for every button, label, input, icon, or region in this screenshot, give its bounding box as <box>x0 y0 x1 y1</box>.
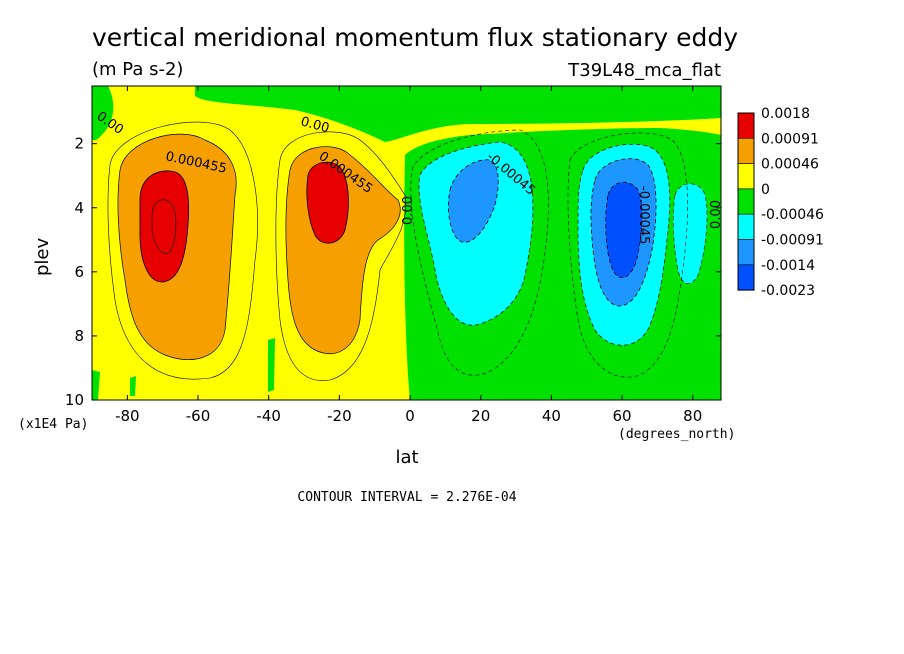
cyan-cell-3 <box>672 183 708 284</box>
legend-swatch <box>737 163 755 190</box>
legend-label: -0.00046 <box>761 207 824 223</box>
y-tick-label: 10 <box>65 391 84 409</box>
y-tick-label: 8 <box>74 327 84 345</box>
green-top-strip <box>195 86 721 142</box>
x-tick-label: 20 <box>471 407 490 425</box>
red-cell-1-inner <box>151 199 177 254</box>
legend-swatch <box>737 213 755 240</box>
contour-line-a <box>107 121 258 380</box>
x-tick-label: 80 <box>683 407 702 425</box>
x-axis-units: (degrees_north) <box>618 427 735 442</box>
contour-interval-note: CONTOUR INTERVAL = 2.276E-04 <box>297 490 516 505</box>
run-label: T39L48_mca_flat <box>567 60 721 81</box>
legend-label: 0.00046 <box>761 157 819 173</box>
contour-line-b <box>275 131 407 381</box>
y-tick-label: 6 <box>74 263 84 281</box>
green-left-bottom <box>92 370 100 400</box>
plot-area <box>92 86 721 400</box>
legend-label: -0.0014 <box>761 258 815 274</box>
contour-label: 0.00 <box>299 114 331 136</box>
x-tick-label: 40 <box>542 407 561 425</box>
legend-label: 0 <box>761 182 770 198</box>
green-sliver-2 <box>130 376 136 396</box>
y-axis-label: plev <box>32 237 53 276</box>
x-tick-label: -20 <box>327 407 352 425</box>
blue-cell-1 <box>448 159 499 243</box>
legend-label: -0.00091 <box>761 233 824 249</box>
legend-swatch <box>737 239 755 266</box>
contour-line-d <box>567 132 688 378</box>
x-tick-label: -80 <box>115 407 140 425</box>
y-tick-label: 4 <box>74 199 84 217</box>
x-tick-label: -60 <box>186 407 211 425</box>
deep-blue-cell-2 <box>605 181 643 278</box>
x-tick-label: 0 <box>405 407 415 425</box>
y-tick-label: 2 <box>74 135 84 153</box>
green-left-edge <box>92 86 114 140</box>
legend-label: -0.0023 <box>761 283 815 299</box>
legend-swatch <box>737 188 755 215</box>
legend-swatch <box>737 112 755 139</box>
x-tick-label: 60 <box>613 407 632 425</box>
contour-line-c <box>410 129 549 376</box>
x-axis-ticks: -80 -60 -40 -20 0 20 40 60 80 <box>115 86 702 425</box>
y-axis-units: (x1E4 Pa) <box>18 417 88 432</box>
legend-swatch <box>737 138 755 164</box>
red-cell-2 <box>306 161 349 244</box>
chart-title: vertical meridional momentum flux statio… <box>92 23 738 52</box>
legend-frame <box>737 112 755 291</box>
y-axis-ticks: 2 4 6 8 10 <box>65 135 721 409</box>
color-legend: 0.0018 0.00091 0.00046 0 -0.00046 -0.00091 -0.… <box>737 106 824 299</box>
contour-label: 0.00 <box>401 196 416 225</box>
x-tick-label: -40 <box>256 407 281 425</box>
contour-label: 0.00 <box>709 200 724 229</box>
legend-label: 0.0018 <box>761 106 810 122</box>
legend-swatch <box>737 264 755 291</box>
x-axis-label: lat <box>395 447 418 468</box>
units-label: (m Pa s-2) <box>92 59 183 80</box>
contour-label: -0.00045 <box>636 186 651 244</box>
plot-frame <box>91 85 722 401</box>
legend-label: 0.00091 <box>761 131 819 147</box>
red-cell-1 <box>139 170 190 283</box>
green-sliver <box>268 338 275 392</box>
